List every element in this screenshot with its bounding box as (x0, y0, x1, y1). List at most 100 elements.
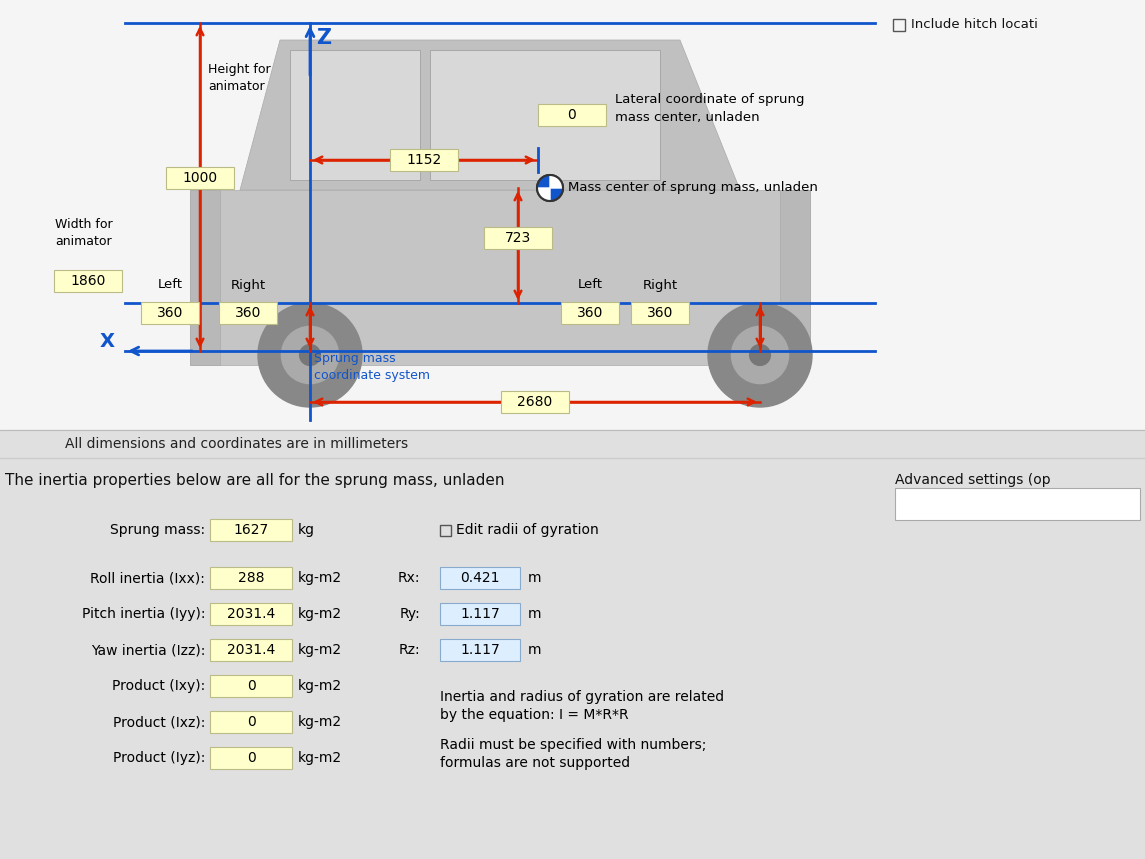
Text: 0: 0 (246, 715, 255, 729)
Text: Sprung mass
coordinate system: Sprung mass coordinate system (314, 352, 431, 382)
Text: Advanced settings (op: Advanced settings (op (895, 473, 1051, 487)
Text: 1152: 1152 (406, 153, 442, 167)
Bar (780, 190, 810, 365)
Text: Width for
animator: Width for animator (55, 218, 112, 248)
Text: 360: 360 (235, 306, 261, 320)
Text: formulas are not supported: formulas are not supported (440, 756, 630, 770)
Bar (210, 711, 292, 733)
Text: kg-m2: kg-m2 (298, 715, 342, 729)
Bar (390, 149, 458, 171)
Circle shape (708, 303, 812, 407)
Text: 0: 0 (568, 108, 576, 122)
Circle shape (537, 175, 563, 201)
Text: Edit radii of gyration: Edit radii of gyration (456, 523, 599, 537)
Bar (190, 190, 220, 365)
Text: Ry:: Ry: (400, 607, 420, 621)
Circle shape (258, 303, 362, 407)
Text: Product (Iyz):: Product (Iyz): (112, 751, 205, 765)
Text: Rz:: Rz: (398, 643, 420, 657)
Circle shape (300, 344, 321, 365)
Text: Lateral coordinate of sprung
mass center, unladen: Lateral coordinate of sprung mass center… (615, 93, 805, 124)
Bar (431, 50, 660, 180)
Text: Sprung mass:: Sprung mass: (110, 523, 205, 537)
Bar (210, 567, 292, 589)
Bar (0, 455, 1145, 859)
Text: The inertia properties below are all for the sprung mass, unladen: The inertia properties below are all for… (5, 472, 505, 488)
Text: kg-m2: kg-m2 (298, 571, 342, 585)
Bar (440, 639, 520, 661)
Bar (219, 302, 277, 324)
Bar (502, 391, 569, 413)
Polygon shape (240, 40, 740, 190)
Text: 360: 360 (577, 306, 603, 320)
Text: m: m (528, 607, 542, 621)
Bar (538, 104, 606, 126)
Bar (0, 0, 1145, 430)
Bar (210, 639, 292, 661)
Bar (210, 747, 292, 769)
Text: Mass center of sprung mass, unladen: Mass center of sprung mass, unladen (568, 181, 818, 194)
Text: All dimensions and coordinates are in millimeters: All dimensions and coordinates are in mi… (65, 437, 408, 451)
Text: Height for
animator: Height for animator (208, 63, 270, 93)
Text: 1860: 1860 (70, 274, 105, 288)
Text: 288: 288 (238, 571, 264, 585)
Text: 0: 0 (246, 751, 255, 765)
Text: 2031.4: 2031.4 (227, 607, 275, 621)
Text: Yaw inertia (Izz):: Yaw inertia (Izz): (90, 643, 205, 657)
Text: kg-m2: kg-m2 (298, 679, 342, 693)
Text: 1.117: 1.117 (460, 607, 500, 621)
Bar (290, 50, 420, 180)
Text: Pitch inertia (Iyy):: Pitch inertia (Iyy): (81, 607, 205, 621)
Circle shape (282, 326, 339, 384)
Text: 0: 0 (246, 679, 255, 693)
Text: Radii must be specified with numbers;: Radii must be specified with numbers; (440, 738, 706, 752)
Text: X: X (100, 332, 115, 351)
Wedge shape (538, 176, 550, 188)
Circle shape (732, 326, 789, 384)
Text: Left: Left (577, 278, 602, 291)
Text: kg-m2: kg-m2 (298, 643, 342, 657)
Text: kg-m2: kg-m2 (298, 607, 342, 621)
Text: 360: 360 (647, 306, 673, 320)
Text: 2680: 2680 (518, 395, 553, 409)
Text: m: m (528, 571, 542, 585)
Text: 1000: 1000 (182, 171, 218, 185)
Bar (440, 567, 520, 589)
Wedge shape (550, 188, 562, 200)
Text: Roll inertia (Ixx):: Roll inertia (Ixx): (90, 571, 205, 585)
Text: by the equation: I = M*R*R: by the equation: I = M*R*R (440, 708, 629, 722)
Text: Right: Right (230, 278, 266, 291)
Wedge shape (538, 188, 550, 200)
Text: 0.421: 0.421 (460, 571, 499, 585)
Bar (440, 525, 451, 536)
Bar (895, 488, 1140, 520)
Bar (210, 603, 292, 625)
Text: 360: 360 (157, 306, 183, 320)
Bar (210, 519, 292, 541)
Text: kg-m2: kg-m2 (298, 751, 342, 765)
Text: Right: Right (642, 278, 678, 291)
Bar (166, 167, 234, 189)
Text: 2031.4: 2031.4 (227, 643, 275, 657)
Text: 723: 723 (505, 231, 531, 245)
Bar (54, 270, 123, 292)
Text: Z: Z (316, 28, 331, 48)
Text: Rx:: Rx: (397, 571, 420, 585)
Bar (484, 227, 552, 249)
Bar (561, 302, 619, 324)
Bar (631, 302, 689, 324)
Text: Inertia and radius of gyration are related: Inertia and radius of gyration are relat… (440, 690, 724, 704)
Bar (190, 190, 810, 365)
Bar (440, 603, 520, 625)
Text: Product (Ixz):: Product (Ixz): (112, 715, 205, 729)
Text: 1627: 1627 (234, 523, 269, 537)
Text: 1.117: 1.117 (460, 643, 500, 657)
Bar (141, 302, 199, 324)
Text: Include hitch locati: Include hitch locati (911, 19, 1037, 32)
Text: Left: Left (158, 278, 182, 291)
Text: m: m (528, 643, 542, 657)
Bar (210, 675, 292, 697)
Text: kg: kg (298, 523, 315, 537)
Text: Product (Ixy):: Product (Ixy): (112, 679, 205, 693)
Bar (0, 430, 1145, 859)
